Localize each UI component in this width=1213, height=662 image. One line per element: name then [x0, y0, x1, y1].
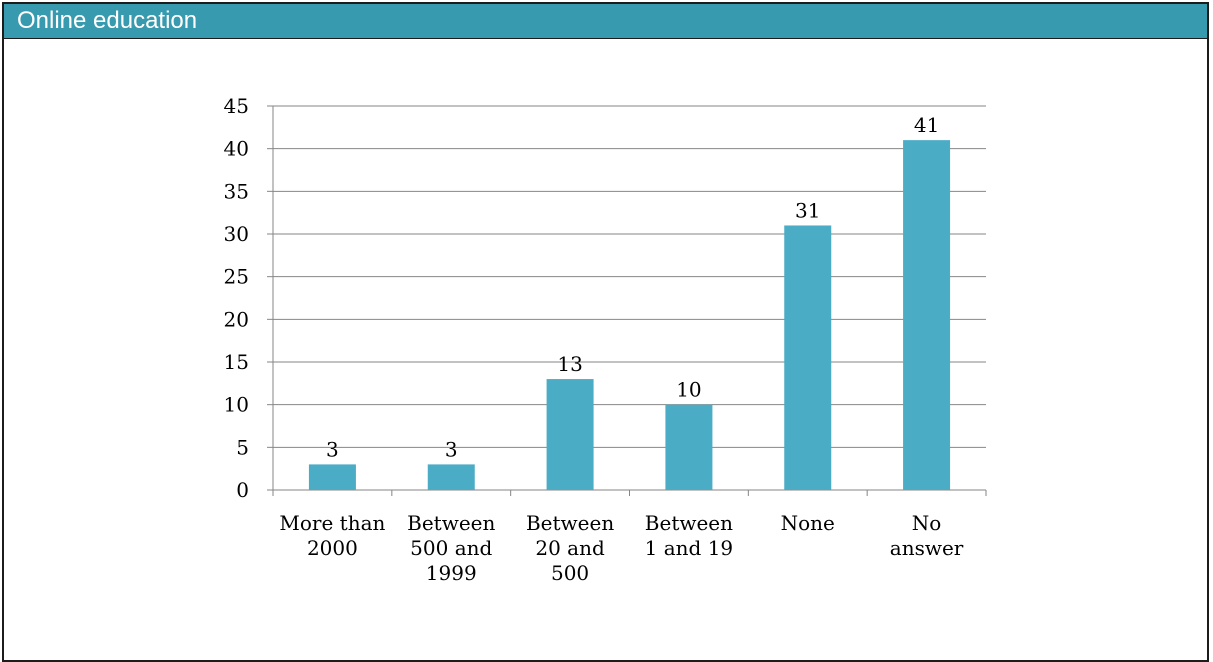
- x-tick-label-line: 500 and: [410, 536, 492, 560]
- bar: [427, 464, 475, 490]
- x-tick-label: Between 500 and 1999: [407, 511, 495, 585]
- data-label: 31: [795, 198, 820, 222]
- y-tick-label: 5: [236, 435, 249, 459]
- y-tick-label: 40: [224, 137, 249, 161]
- x-tick-label-line: Between: [645, 511, 733, 535]
- x-tick-label-line: None: [781, 511, 835, 535]
- x-tick-label: Between 1 and 19: [645, 511, 734, 560]
- bar: [546, 379, 594, 490]
- x-tick-label-line: More than: [279, 511, 385, 535]
- data-label: 13: [557, 352, 582, 376]
- bar: [665, 404, 713, 490]
- bar: [784, 225, 832, 490]
- x-tick-label-line: 500: [551, 561, 589, 585]
- x-tick-label-line: Between: [526, 511, 614, 535]
- x-tick-label: Between 20 and 500: [526, 511, 614, 585]
- bar: [308, 464, 356, 490]
- data-label: 3: [326, 437, 339, 461]
- x-tick-label: No answer: [890, 511, 964, 560]
- y-tick-label: 0: [236, 478, 249, 502]
- y-tick-label: 10: [224, 393, 249, 417]
- x-tick-label-line: 2000: [307, 536, 358, 560]
- x-tick-label: More than 2000: [279, 511, 385, 560]
- bar: [903, 140, 951, 490]
- y-tick-label: 35: [224, 179, 249, 203]
- x-tick-label: None: [781, 511, 835, 535]
- x-tick-label-line: No: [912, 511, 942, 535]
- y-tick-label: 20: [224, 307, 249, 331]
- y-tick-label: 45: [224, 94, 249, 118]
- x-tick-label-line: 1999: [426, 561, 477, 585]
- x-tick-label-line: 1 and 19: [645, 536, 734, 560]
- y-tick-label: 15: [224, 350, 249, 374]
- y-tick-label: 25: [224, 265, 249, 289]
- x-tick-label-line: answer: [890, 536, 964, 560]
- data-label: 3: [445, 437, 458, 461]
- x-tick-label-line: 20 and: [535, 536, 605, 560]
- y-tick-label: 30: [224, 222, 249, 246]
- x-tick-label-line: Between: [407, 511, 495, 535]
- header-bar: Online education: [4, 4, 1207, 39]
- page-title: Online education: [17, 7, 198, 34]
- data-label: 10: [676, 378, 701, 402]
- data-label: 41: [914, 113, 939, 137]
